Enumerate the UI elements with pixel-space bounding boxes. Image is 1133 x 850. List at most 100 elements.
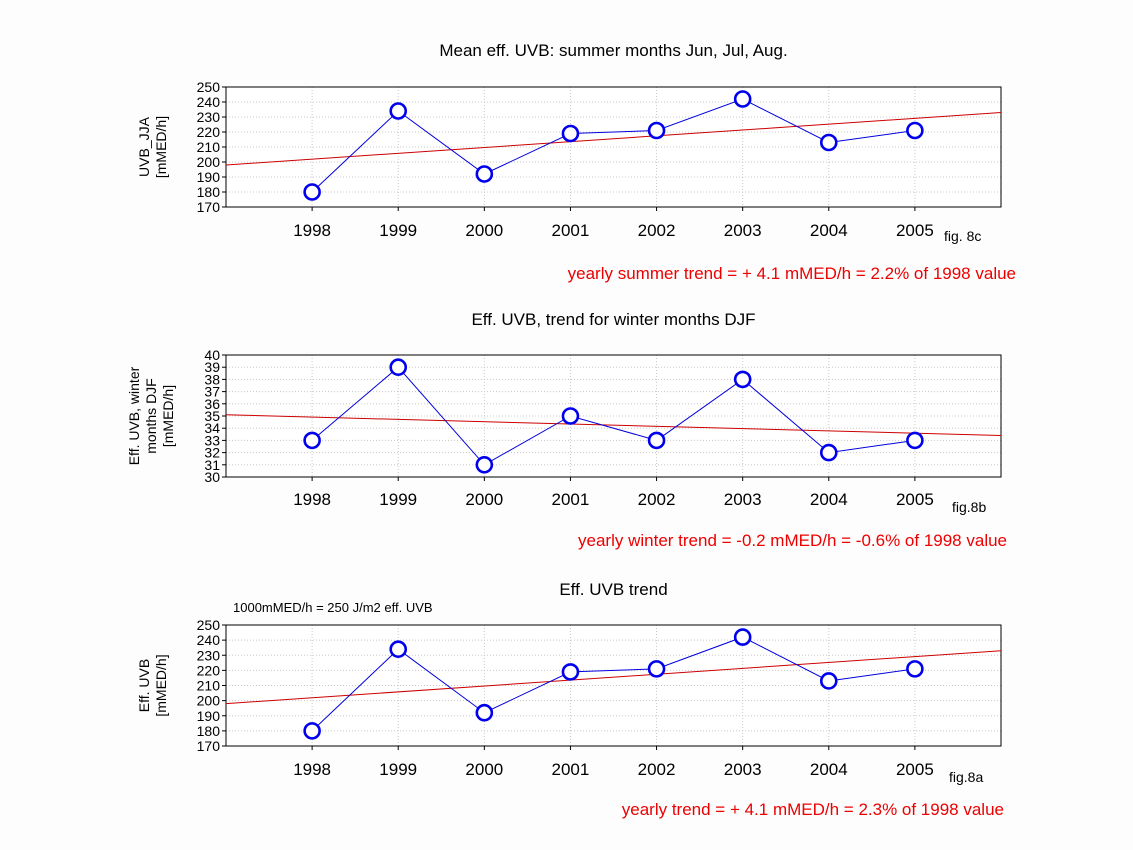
y-axis-label: UVB_JJA <box>136 116 152 177</box>
x-tick-label: 2001 <box>552 760 590 779</box>
data-point <box>561 407 580 425</box>
x-tick-label: 2002 <box>638 760 676 779</box>
y-tick-label: 33 <box>204 432 220 448</box>
fig-label: fig.8a <box>949 769 983 785</box>
data-point <box>819 672 838 690</box>
y-axis-label: Eff. UVB <box>136 659 152 712</box>
y-tick-label: 230 <box>197 109 221 125</box>
y-tick-label: 32 <box>204 445 220 461</box>
y-tick-label: 180 <box>197 723 221 739</box>
unit-note: 1000mMED/h = 250 J/m2 eff. UVB <box>233 600 433 615</box>
chart-title: Eff. UVB trend <box>559 580 667 599</box>
series-line <box>311 366 915 466</box>
series-line <box>311 636 915 732</box>
data-point <box>303 431 321 450</box>
y-tick-label: 39 <box>204 359 220 375</box>
data-point <box>906 660 924 678</box>
data-point <box>906 121 924 140</box>
x-tick-label: 2003 <box>724 760 762 779</box>
x-tick-label: 1999 <box>379 760 417 779</box>
trend-annotation: yearly winter trend = -0.2 mMED/h = -0.6… <box>578 531 1007 550</box>
axes-frame <box>225 354 1002 478</box>
x-tick-label: 2004 <box>810 490 848 509</box>
data-point <box>389 358 408 377</box>
y-axis-label: [mMED/h] <box>160 385 176 447</box>
x-tick-label: 2001 <box>552 221 590 240</box>
x-tick-label: 2004 <box>810 760 848 779</box>
x-tick-label: 2005 <box>896 221 934 240</box>
y-tick-label: 240 <box>197 632 221 648</box>
y-tick-label: 37 <box>204 384 220 400</box>
y-tick-label: 190 <box>197 169 221 185</box>
y-axis-label: months DJF <box>143 378 159 453</box>
data-point <box>733 90 752 108</box>
y-tick-label: 210 <box>197 678 221 694</box>
x-tick-label: 2000 <box>465 490 503 509</box>
y-tick-label: 220 <box>197 662 221 678</box>
y-tick-label: 240 <box>197 94 221 110</box>
y-tick-label: 31 <box>204 457 220 473</box>
data-point <box>906 431 924 450</box>
y-tick-label: 36 <box>204 396 220 412</box>
x-tick-label: 2000 <box>465 760 503 779</box>
x-tick-label: 2001 <box>552 490 590 509</box>
y-tick-label: 40 <box>204 347 220 363</box>
y-tick-label: 34 <box>204 420 220 436</box>
y-axis-label: [mMED/h] <box>153 116 169 178</box>
y-tick-label: 200 <box>197 154 221 170</box>
axes-frame <box>225 624 1002 747</box>
chart-title: Mean eff. UVB: summer months Jun, Jul, A… <box>439 41 787 60</box>
y-tick-label: 180 <box>197 184 221 200</box>
y-tick-label: 250 <box>197 617 221 633</box>
data-point <box>819 443 838 462</box>
trend-annotation: yearly summer trend = + 4.1 mMED/h = 2.2… <box>568 264 1016 283</box>
trend-line <box>226 650 1001 705</box>
x-tick-label: 2003 <box>724 490 762 509</box>
axes-frame <box>225 86 1002 208</box>
y-tick-label: 190 <box>197 708 221 724</box>
trend-line <box>226 414 1001 437</box>
data-point <box>647 431 666 450</box>
y-tick-label: 250 <box>197 79 221 95</box>
fig-label: fig.8b <box>952 499 986 515</box>
x-tick-label: 2000 <box>465 221 503 240</box>
data-point <box>561 124 580 143</box>
data-point <box>733 370 752 389</box>
y-tick-label: 38 <box>204 371 220 387</box>
x-tick-label: 2002 <box>638 221 676 240</box>
x-tick-label: 2003 <box>724 221 762 240</box>
y-tick-label: 210 <box>197 139 221 155</box>
x-tick-label: 1999 <box>379 490 417 509</box>
x-tick-label: 1998 <box>293 490 331 509</box>
trend-line <box>226 112 1001 166</box>
y-tick-label: 30 <box>204 469 220 485</box>
data-point <box>389 640 408 659</box>
y-axis-label: [mMED/h] <box>153 654 169 716</box>
x-tick-label: 2002 <box>638 490 676 509</box>
data-point <box>561 663 580 681</box>
y-tick-label: 220 <box>197 124 221 140</box>
x-tick-label: 1998 <box>293 760 331 779</box>
data-point <box>475 165 494 183</box>
trend-annotation: yearly trend = + 4.1 mMED/h = 2.3% of 19… <box>622 800 1004 819</box>
data-point <box>389 102 408 120</box>
y-axis-label: Eff. UVB, winter <box>126 366 142 465</box>
data-point <box>647 121 666 140</box>
y-tick-label: 170 <box>197 738 221 754</box>
data-point <box>819 133 838 152</box>
data-point <box>303 183 321 201</box>
x-tick-label: 1998 <box>293 221 331 240</box>
y-tick-label: 35 <box>204 408 220 424</box>
y-tick-label: 170 <box>197 199 221 215</box>
x-tick-label: 2005 <box>896 490 934 509</box>
chart-title: Eff. UVB, trend for winter months DJF <box>471 310 755 329</box>
x-tick-label: 2005 <box>896 760 934 779</box>
data-point <box>647 660 666 678</box>
data-point <box>303 722 321 740</box>
series-line <box>311 98 915 193</box>
x-tick-label: 2004 <box>810 221 848 240</box>
